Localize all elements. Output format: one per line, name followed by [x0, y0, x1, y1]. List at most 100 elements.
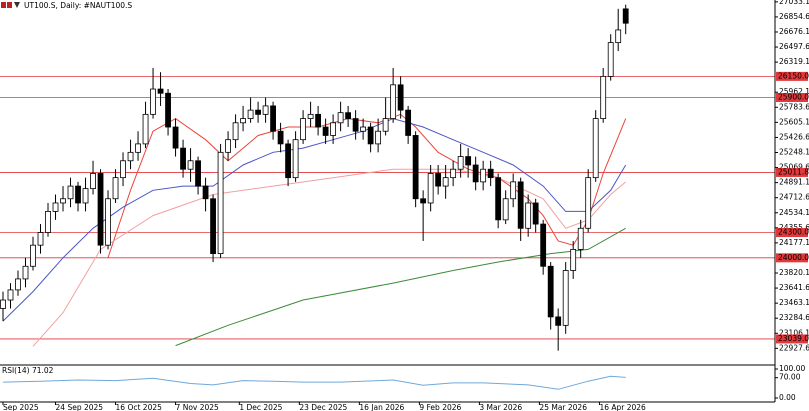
candle-body [510, 181, 517, 200]
level-label: 24000.0 [778, 253, 809, 262]
level-label-box [776, 334, 808, 344]
indicator-tick-label: 70.00 [779, 373, 801, 382]
candle-body [427, 173, 434, 204]
level-label-box [776, 167, 808, 177]
candle-body [195, 160, 201, 187]
level-label-box [776, 71, 808, 81]
candle-body [52, 202, 59, 212]
candle-body [157, 88, 164, 94]
x-tick-label: 24 Sep 2025 [56, 403, 104, 411]
candle-body [390, 84, 397, 119]
candle-body [615, 29, 622, 44]
candle-body [337, 112, 344, 124]
y-tick-label: 26854.6 [779, 12, 809, 21]
candle-body [352, 118, 359, 132]
x-tick-label: Sep 2025 [3, 403, 39, 411]
level-label: 25900.0 [778, 92, 809, 101]
candle-body [300, 118, 306, 141]
y-tick-label: 23463.1 [779, 298, 809, 307]
x-tick-label: 16 Apr 2026 [599, 403, 646, 411]
candle-body [97, 173, 104, 246]
candle-body [592, 118, 599, 179]
candle-body [435, 173, 442, 187]
candle-body [285, 143, 291, 179]
candle-body [120, 160, 126, 179]
candle-body [525, 202, 532, 229]
candle-body [442, 177, 449, 187]
symbol-icon [1, 2, 20, 8]
candle-body [405, 109, 412, 136]
candle-body [600, 75, 607, 119]
level-label: 23039.0 [778, 334, 809, 343]
candle-body [105, 198, 111, 246]
x-tick-label: 16 Oct 2025 [116, 403, 163, 411]
candle-body [165, 92, 171, 128]
candle-body [330, 122, 337, 136]
x-tick-label: 23 Dec 2025 [299, 403, 347, 411]
level-label-box [776, 253, 808, 263]
y-tick-label: 25962.1 [779, 87, 809, 96]
candle-body [262, 105, 269, 115]
y-tick-label: 25605.1 [779, 117, 809, 126]
candle-body [570, 248, 577, 271]
x-tick-label: 9 Feb 2026 [419, 403, 461, 411]
candle-body [495, 177, 502, 221]
candle-body [0, 299, 6, 309]
candle-body [187, 160, 194, 170]
candle-body [37, 232, 44, 246]
candle-body [240, 118, 246, 124]
candle-body [555, 316, 562, 326]
candle-body [457, 156, 464, 170]
candle-body [577, 227, 584, 250]
candle-body [465, 156, 472, 166]
candle-body [502, 198, 509, 221]
chart-title: UT100.S, Daily: #NAUT100.S [24, 1, 132, 10]
candle-body [202, 185, 209, 200]
candle-body [382, 118, 389, 132]
indicator-tick-label: 100.00 [779, 364, 805, 373]
icon [1, 2, 6, 8]
candle-body [112, 177, 119, 200]
x-tick-label: 1 Dec 2025 [239, 403, 282, 411]
y-tick-label: 27033.1 [779, 0, 809, 6]
candle-body [472, 164, 479, 183]
candle-body [585, 177, 592, 229]
y-tick-label: 25426.6 [779, 132, 809, 141]
indicator-title: RSI(14) 71.02 [2, 366, 54, 375]
x-tick-label: 3 Mar 2026 [479, 403, 522, 411]
candle-body [562, 270, 569, 326]
y-tick-label: 24355.6 [779, 223, 809, 232]
candle-body [622, 8, 629, 24]
candle-body [480, 168, 487, 183]
candle-body [7, 289, 14, 301]
x-tick-label: 7 Nov 2025 [176, 403, 219, 411]
candle-body [82, 188, 89, 204]
plot-area [0, 4, 775, 351]
candle-body [397, 84, 404, 111]
y-tick-label: 25783.6 [779, 102, 809, 111]
x-tick-label: 25 Mar 2026 [539, 403, 587, 411]
level-label: 24300.0 [778, 228, 809, 237]
y-tick-label: 23284.6 [779, 313, 809, 322]
y-tick-label: 25248.1 [779, 147, 809, 156]
candle-body [142, 113, 149, 145]
y-tick-label: 24891.1 [779, 178, 809, 187]
candle-body [450, 168, 457, 179]
y-tick-label: 24177.1 [779, 238, 809, 247]
candle-body [375, 130, 382, 145]
candle-body [135, 143, 141, 153]
candle-body [172, 126, 179, 149]
level-label: 26150.0 [778, 71, 809, 80]
candle-body [547, 265, 554, 318]
candle-body [217, 151, 224, 255]
candle-body [30, 244, 36, 267]
candle-body [15, 278, 21, 291]
icon [7, 2, 12, 8]
candle-body [67, 185, 74, 200]
candle-body [22, 265, 29, 280]
candle-body [277, 130, 284, 145]
y-tick-label: 24534.1 [779, 208, 809, 217]
y-tick-label: 26497.6 [779, 42, 809, 51]
candle-body [247, 109, 254, 119]
candle-body [232, 122, 239, 141]
